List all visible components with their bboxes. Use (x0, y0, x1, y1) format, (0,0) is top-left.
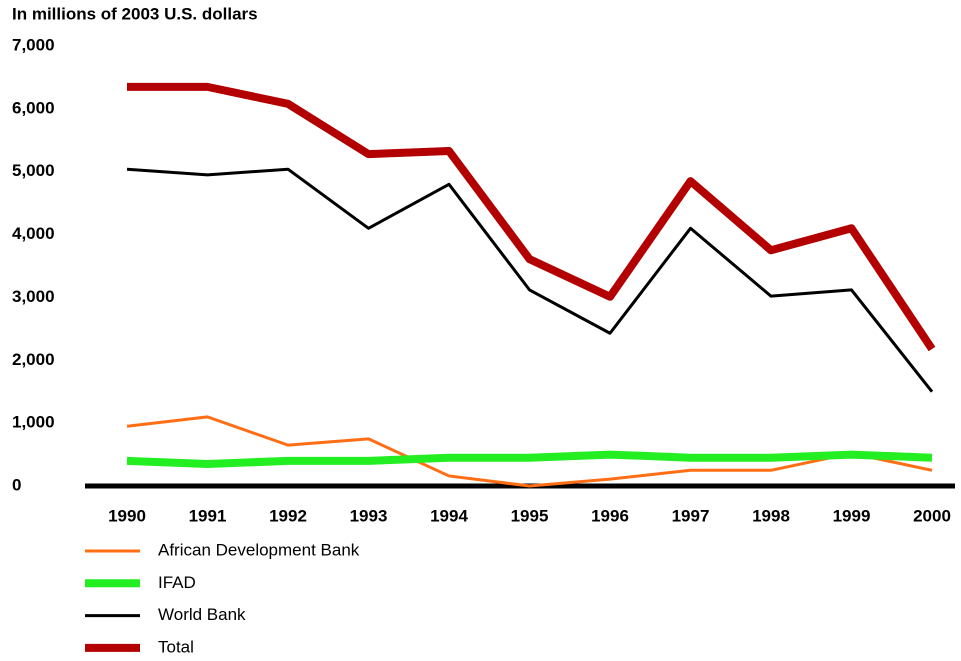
x-tick-label: 1999 (833, 506, 871, 525)
y-tick-label: 7,000 (12, 35, 55, 54)
y-tick-label: 6,000 (12, 98, 55, 117)
y-tick-label: 2,000 (12, 350, 55, 369)
series-line (126, 450, 933, 468)
x-tick-label: 1993 (350, 506, 388, 525)
x-tick-label: 1996 (591, 506, 629, 525)
y-tick-label: 1,000 (12, 413, 55, 432)
y-tick-label: 3,000 (12, 287, 55, 306)
y-tick-label: 4,000 (12, 224, 55, 243)
series-line (127, 82, 936, 352)
series-line (126, 415, 933, 488)
legend-label: IFAD (158, 573, 196, 592)
y-tick-label: 5,000 (12, 161, 55, 180)
x-tick-label: 1998 (752, 506, 790, 525)
legend-label: World Bank (158, 605, 246, 624)
x-tick-label: 2000 (913, 506, 951, 525)
x-tick-label: 1990 (108, 506, 146, 525)
y-tick-label: 0 (12, 475, 21, 494)
series-line (126, 167, 934, 393)
x-tick-label: 1997 (672, 506, 710, 525)
x-tick-label: 1995 (511, 506, 549, 525)
legend-label: African Development Bank (158, 540, 360, 559)
x-tick-label: 1992 (269, 506, 307, 525)
legend-label: Total (158, 637, 194, 656)
chart-title: In millions of 2003 U.S. dollars (12, 4, 258, 23)
x-tick-label: 1994 (430, 506, 468, 525)
x-tick-label: 1991 (189, 506, 227, 525)
